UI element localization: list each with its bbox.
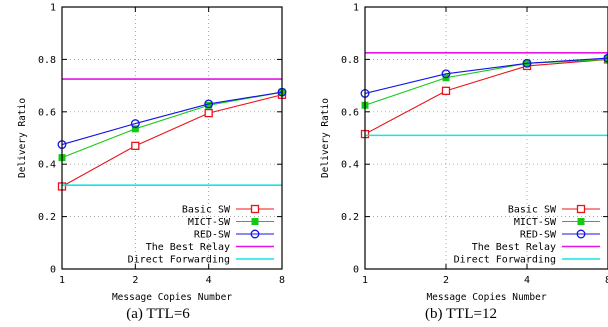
x-tick-label: 4	[206, 275, 212, 286]
y-tick-label: 0.4	[38, 160, 56, 171]
data-point	[204, 108, 213, 118]
series-line	[364, 58, 608, 135]
x-tick-label: 8	[605, 275, 608, 286]
legend-marker	[250, 204, 260, 214]
data-point	[131, 141, 140, 151]
data-point	[131, 125, 139, 133]
data-point	[130, 119, 140, 129]
y-tick-label: 0.8	[341, 55, 359, 66]
legend-label: Direct Forwarding	[128, 255, 230, 266]
x-tick-label: 4	[524, 275, 530, 286]
x-axis-label: Message Copies Number	[426, 292, 546, 303]
x-axis-label: Message Copies Number	[112, 292, 232, 303]
legend-label: MICT-SW	[514, 217, 557, 228]
y-axis-label: Delivery Ratio	[320, 98, 331, 178]
legend-label: Basic SW	[508, 205, 557, 216]
x-tick-label: 1	[362, 275, 368, 286]
plot-area	[365, 7, 608, 269]
y-tick-label: 0.6	[341, 107, 359, 118]
y-tick-label: 0	[353, 265, 359, 276]
legend-label: The Best Relay	[472, 242, 556, 253]
series-line	[61, 91, 283, 146]
legend-label: MICT-SW	[188, 217, 231, 228]
legend-label: RED-SW	[520, 230, 557, 241]
series-red-sw	[360, 53, 608, 98]
y-tick-label: 0.2	[38, 212, 56, 223]
x-tick-label: 2	[132, 275, 138, 286]
y-axis-label: Delivery Ratio	[17, 98, 28, 178]
y-tick-label: 0.2	[341, 212, 359, 223]
plot-frame	[364, 6, 608, 270]
legend-marker	[576, 204, 586, 214]
y-tick-label: 0.6	[38, 107, 56, 118]
legend-marker	[577, 218, 585, 225]
y-tick-label: 0.4	[341, 160, 359, 171]
chart-caption: (b) TTL=12	[425, 306, 497, 322]
legend-label: The Best Relay	[146, 242, 230, 253]
y-tick-label: 1	[353, 3, 359, 14]
x-tick-label: 1	[59, 275, 65, 286]
y-tick-label: 1	[50, 3, 56, 14]
y-tick-label: 0	[50, 265, 56, 276]
legend-marker	[250, 229, 260, 239]
data-point	[603, 53, 608, 63]
legend-label: Direct Forwarding	[454, 255, 556, 266]
data-point	[522, 58, 532, 68]
series-line	[61, 91, 283, 159]
plot-area	[62, 7, 282, 269]
legend-marker	[251, 218, 259, 225]
series-line	[61, 94, 283, 187]
data-point	[204, 99, 214, 109]
x-tick-label: 2	[443, 275, 449, 286]
legend-marker	[576, 229, 586, 239]
y-tick-label: 0.8	[38, 55, 56, 66]
legend-label: Basic SW	[182, 205, 231, 216]
plot-frame	[61, 6, 283, 270]
series-line	[364, 58, 608, 106]
series-line	[364, 57, 608, 94]
data-point	[441, 86, 451, 95]
legend-label: RED-SW	[194, 230, 231, 241]
data-point	[441, 69, 451, 79]
chart-caption: (a) TTL=6	[126, 306, 190, 322]
x-tick-label: 8	[279, 275, 285, 286]
